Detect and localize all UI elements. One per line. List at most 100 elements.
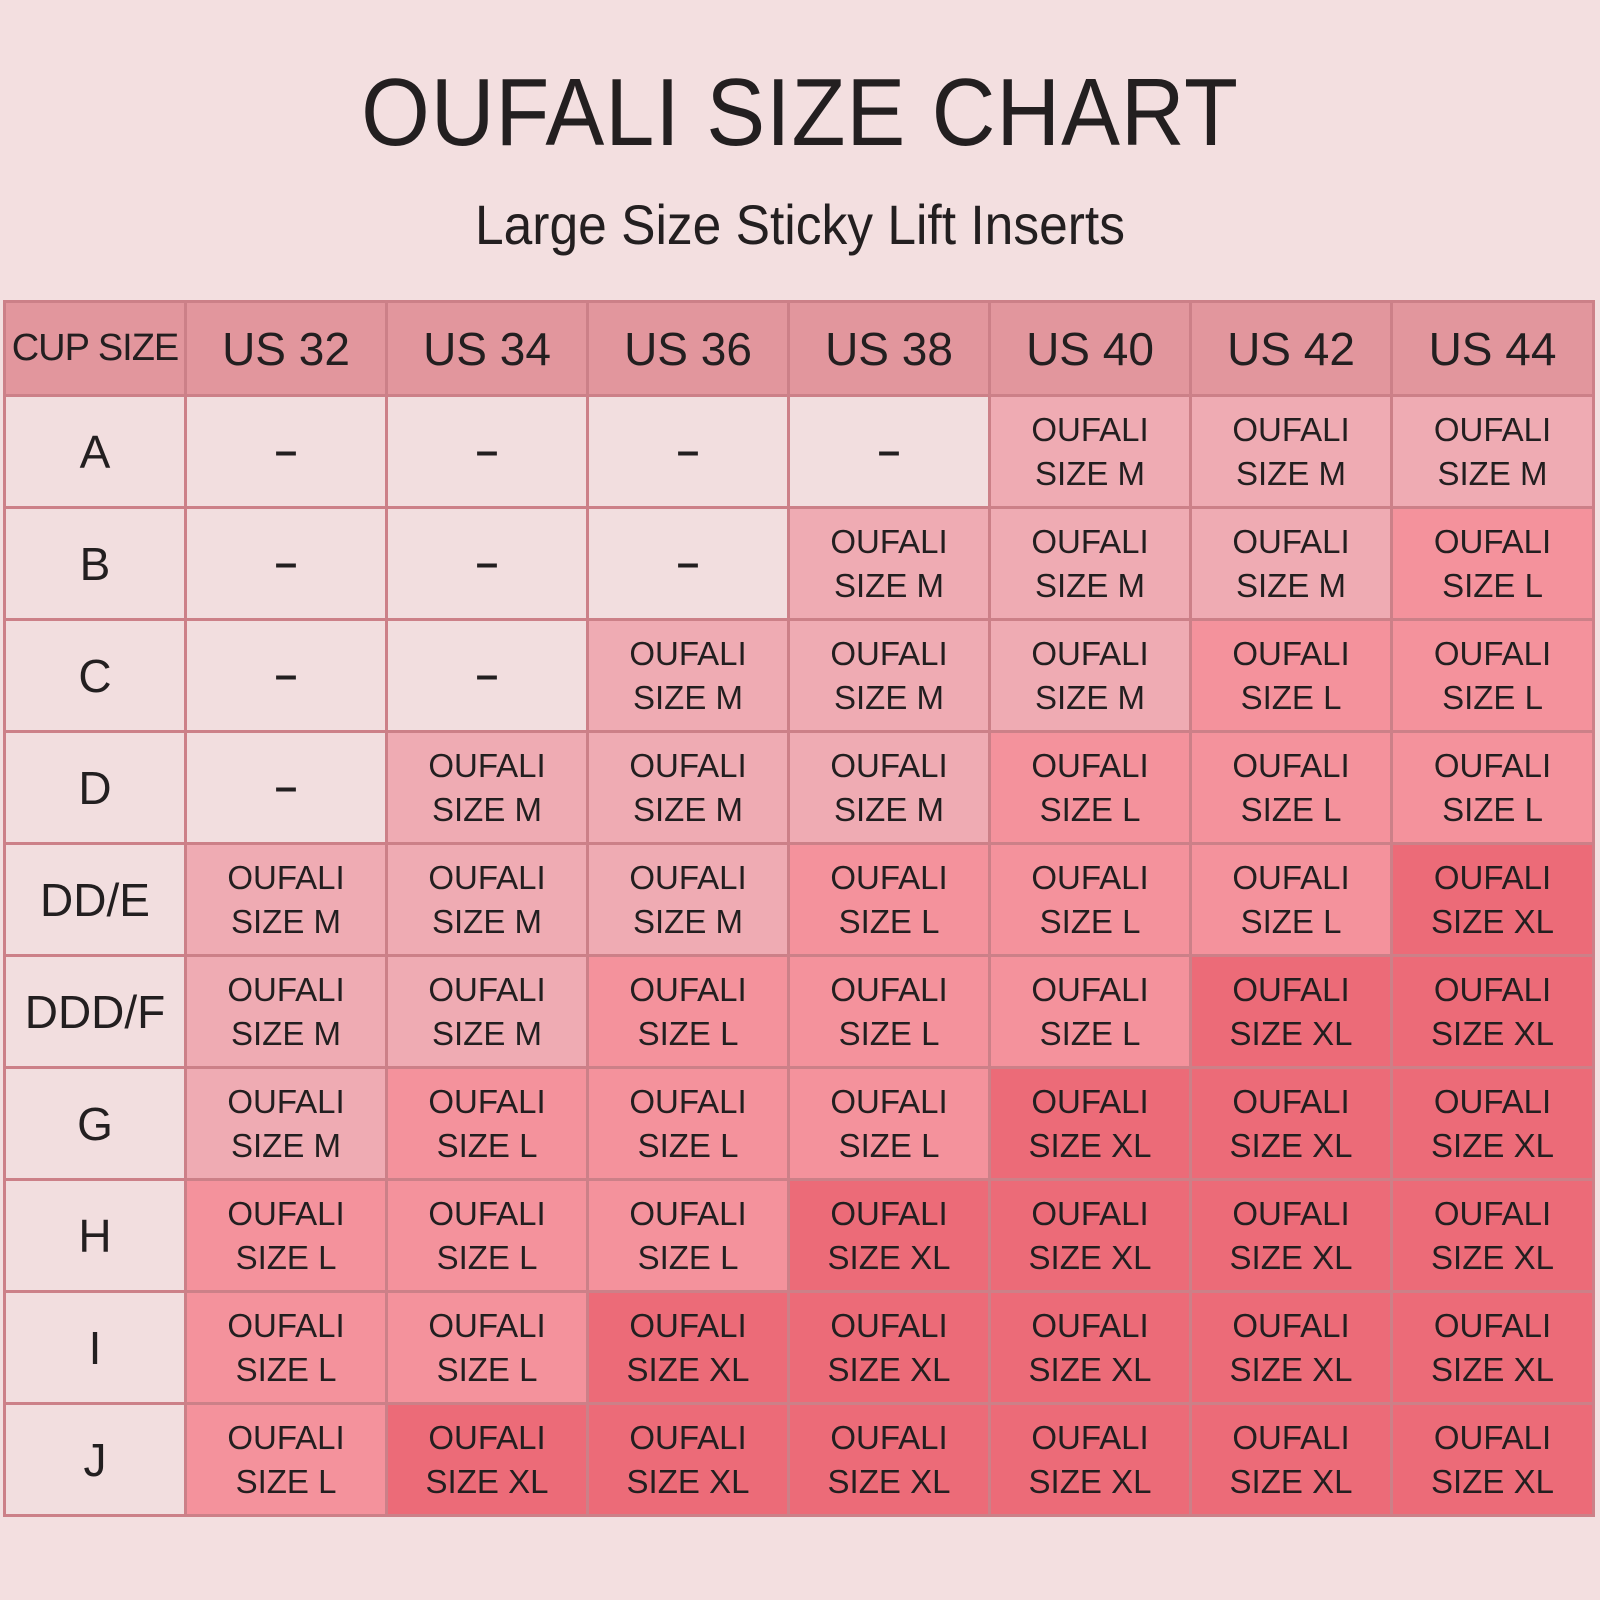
brand-label: OUFALI: [830, 746, 948, 784]
brand-label: OUFALI: [629, 746, 747, 784]
size-cell: OUFALI SIZE M: [184, 842, 388, 957]
brand-label: OUFALI: [1232, 1306, 1350, 1344]
empty-cell: –: [586, 506, 790, 621]
size-cell: OUFALI SIZE M: [385, 842, 589, 957]
size-label: SIZE XL: [1431, 1014, 1554, 1052]
size-cell: OUFALI SIZE L: [586, 1066, 790, 1181]
size-label: SIZE L: [1442, 678, 1543, 716]
header-row: CUP SIZE US 32 US 34 US 36 US 38 US 40 U…: [3, 300, 1595, 397]
brand-label: OUFALI: [1232, 522, 1350, 560]
brand-label: OUFALI: [1031, 410, 1149, 448]
brand-label: OUFALI: [428, 970, 546, 1008]
brand-label: OUFALI: [830, 522, 948, 560]
brand-label: OUFALI: [1232, 1082, 1350, 1120]
size-cell: OUFALI SIZE L: [385, 1178, 589, 1293]
brand-label: OUFALI: [1433, 634, 1552, 672]
size-label: SIZE XL: [1431, 902, 1554, 940]
cup-size-label: DD/E: [3, 842, 187, 957]
size-cell: OUFALI SIZE L: [385, 1290, 589, 1405]
empty-cell: –: [184, 506, 388, 621]
page-title: OUFALI SIZE CHART: [361, 59, 1239, 166]
brand-label: OUFALI: [830, 1082, 948, 1120]
size-cell: OUFALI SIZE L: [988, 730, 1192, 845]
column-header: US 40: [988, 300, 1192, 397]
size-label: SIZE L: [1039, 790, 1141, 828]
cup-size-label: J: [3, 1402, 187, 1517]
size-label: SIZE M: [1034, 566, 1145, 604]
size-label: SIZE XL: [626, 1350, 750, 1388]
size-label: SIZE L: [637, 1238, 739, 1276]
size-cell: OUFALI SIZE L: [787, 954, 991, 1069]
size-cell: OUFALI SIZE XL: [988, 1402, 1192, 1517]
cup-size-header: CUP SIZE: [3, 300, 187, 397]
brand-label: OUFALI: [1232, 1194, 1350, 1232]
brand-label: OUFALI: [830, 634, 948, 672]
cup-size-label: D: [3, 730, 187, 845]
size-label: SIZE M: [1235, 566, 1346, 604]
size-cell: OUFALI SIZE XL: [1390, 1402, 1595, 1517]
size-cell: OUFALI SIZE L: [385, 1066, 589, 1181]
brand-label: OUFALI: [629, 1194, 747, 1232]
size-cell: OUFALI SIZE M: [1189, 394, 1393, 509]
column-header: US 44: [1390, 300, 1595, 397]
size-cell: OUFALI SIZE M: [787, 506, 991, 621]
size-cell: OUFALI SIZE XL: [586, 1290, 790, 1405]
empty-cell: –: [184, 730, 388, 845]
brand-label: OUFALI: [227, 858, 345, 896]
size-cell: OUFALI SIZE M: [184, 1066, 388, 1181]
size-label: SIZE L: [436, 1238, 538, 1276]
size-label: SIZE XL: [1431, 1238, 1554, 1276]
size-cell: OUFALI SIZE L: [184, 1402, 388, 1517]
size-cell: OUFALI SIZE M: [1390, 394, 1595, 509]
size-cell: OUFALI SIZE XL: [988, 1066, 1192, 1181]
brand-label: OUFALI: [629, 1418, 747, 1456]
size-cell: OUFALI SIZE XL: [1189, 1290, 1393, 1405]
table-row: D – OUFALI SIZE M OUFALI SIZE M OUFALI SIZE M OU…: [3, 730, 1595, 845]
brand-label: OUFALI: [428, 1418, 546, 1456]
brand-label: OUFALI: [1433, 1306, 1552, 1344]
size-cell: OUFALI SIZE XL: [1189, 1178, 1393, 1293]
size-label: SIZE M: [1034, 678, 1145, 716]
size-label: SIZE L: [235, 1238, 337, 1276]
brand-label: OUFALI: [629, 1082, 747, 1120]
size-cell: OUFALI SIZE M: [787, 730, 991, 845]
brand-label: OUFALI: [1232, 746, 1350, 784]
column-header: US 42: [1189, 300, 1393, 397]
size-cell: OUFALI SIZE XL: [1189, 954, 1393, 1069]
empty-cell: –: [586, 394, 790, 509]
size-cell: OUFALI SIZE L: [787, 1066, 991, 1181]
brand-label: OUFALI: [629, 858, 747, 896]
brand-label: OUFALI: [1031, 970, 1149, 1008]
size-cell: OUFALI SIZE L: [586, 1178, 790, 1293]
size-label: SIZE L: [838, 1014, 940, 1052]
size-cell: OUFALI SIZE M: [1189, 506, 1393, 621]
size-label: SIZE XL: [1229, 1126, 1353, 1164]
size-label: SIZE XL: [425, 1462, 549, 1500]
size-label: SIZE M: [1235, 454, 1346, 492]
size-cell: OUFALI SIZE L: [787, 842, 991, 957]
size-label: SIZE M: [632, 790, 743, 828]
size-label: SIZE XL: [1028, 1350, 1152, 1388]
size-cell: OUFALI SIZE L: [988, 842, 1192, 957]
size-cell: OUFALI SIZE XL: [787, 1290, 991, 1405]
size-cell: OUFALI SIZE M: [988, 394, 1192, 509]
size-label: SIZE M: [431, 902, 542, 940]
size-label: SIZE L: [1240, 902, 1342, 940]
size-label: SIZE M: [230, 1014, 341, 1052]
column-header: US 36: [586, 300, 790, 397]
cup-size-label: H: [3, 1178, 187, 1293]
size-cell: OUFALI SIZE M: [988, 618, 1192, 733]
brand-label: OUFALI: [227, 1306, 345, 1344]
size-label: SIZE M: [833, 790, 944, 828]
brand-label: OUFALI: [1031, 1194, 1149, 1232]
size-label: SIZE L: [1039, 902, 1141, 940]
size-label: SIZE L: [637, 1014, 739, 1052]
size-label: SIZE XL: [1229, 1014, 1353, 1052]
brand-label: OUFALI: [428, 1194, 546, 1232]
size-label: SIZE M: [230, 902, 341, 940]
size-label: SIZE XL: [1229, 1350, 1353, 1388]
brand-label: OUFALI: [629, 634, 747, 672]
size-cell: OUFALI SIZE XL: [1189, 1066, 1393, 1181]
size-label: SIZE M: [632, 678, 743, 716]
